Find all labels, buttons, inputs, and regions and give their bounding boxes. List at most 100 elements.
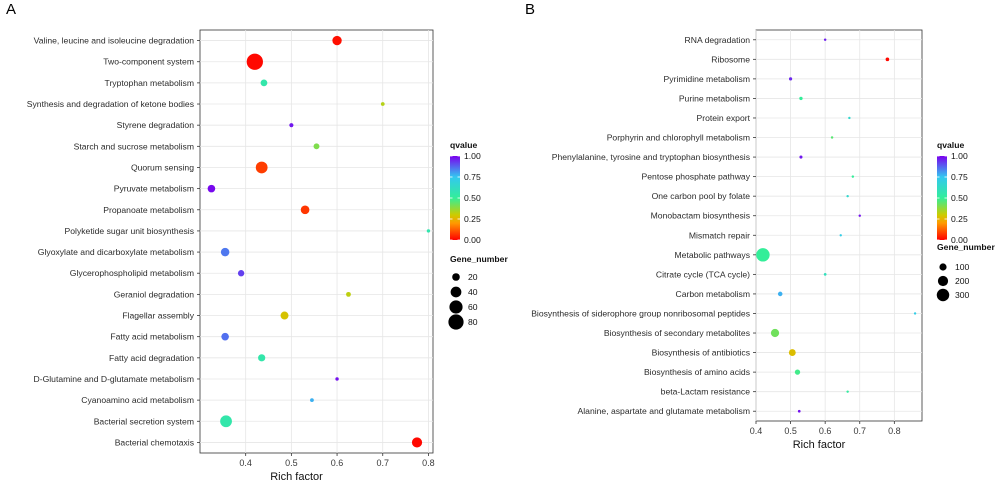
panel-a-colorbar-tick-label: 0.75 bbox=[464, 172, 481, 182]
panel-a-size-legend-dot bbox=[449, 300, 463, 314]
panel-a-category-label: Synthesis and degradation of ketone bodi… bbox=[27, 99, 194, 109]
panel-a-x-tick-label: 0.8 bbox=[422, 458, 435, 468]
panel-a-x-tick-label: 0.5 bbox=[285, 458, 298, 468]
panel-b-data-point bbox=[913, 312, 917, 315]
panel-a-category-label: Glycerophospholipid metabolism bbox=[70, 268, 194, 278]
panel-b-data-point bbox=[846, 194, 849, 198]
panel-a-data-point bbox=[260, 79, 268, 87]
panel-a-category-label: Fatty acid degradation bbox=[109, 353, 194, 363]
panel-b-size-legend-dot bbox=[936, 288, 950, 302]
panel-a-size-legend-dot bbox=[452, 273, 460, 281]
panel-a-data-point bbox=[220, 247, 230, 257]
panel-b-category-label: Pentose phosphate pathway bbox=[642, 172, 751, 182]
panel-b-colorbar-tick-label: 0.00 bbox=[951, 235, 968, 245]
panel-b-data-point bbox=[794, 369, 801, 375]
panel-b-data-point bbox=[788, 349, 796, 356]
panel-a-size-legend-label: 40 bbox=[468, 287, 478, 297]
panel-a-category-label: Bacterial chemotaxis bbox=[115, 437, 194, 447]
panel-b-data-point bbox=[848, 116, 851, 120]
panel-a-size-legend-label: 80 bbox=[468, 317, 478, 327]
panel-b-colorbar-tick-label: 0.50 bbox=[951, 193, 968, 203]
panel-b-size-legend-dot bbox=[937, 275, 949, 287]
panel-a-size-legend-label: 60 bbox=[468, 302, 478, 312]
panel-b-category-label: Biosynthesis of amino acids bbox=[644, 367, 750, 377]
panel-a-x-tick-label: 0.7 bbox=[376, 458, 389, 468]
panel-a-category-label: D-Glutamine and D-glutamate metabolism bbox=[34, 374, 194, 384]
panel-a-category-label: Bacterial secretion system bbox=[94, 416, 194, 426]
panel-b-category-label: Porphyrin and chlorophyll metabolism bbox=[607, 133, 750, 143]
panel-a-data-point bbox=[380, 102, 385, 106]
panel-b-size-legend-label: 300 bbox=[955, 290, 970, 300]
panel-b-x-axis-title: Rich factor bbox=[793, 439, 846, 451]
panel-b-category-label: One carbon pool by folate bbox=[652, 191, 751, 201]
panel-b-data-point bbox=[770, 328, 780, 338]
panel-a-data-point bbox=[335, 377, 339, 381]
panel-a-data-point bbox=[280, 311, 289, 320]
panel-a-colorbar-tick-label: 0.25 bbox=[464, 214, 481, 224]
panel-b-data-point bbox=[788, 77, 793, 81]
panel-b-x-tick-label: 0.8 bbox=[888, 426, 901, 436]
panel-b-plot-area bbox=[755, 29, 923, 422]
panel-b-data-point bbox=[839, 234, 842, 237]
panel-b-category-label: Ribosome bbox=[711, 54, 750, 64]
panel-b-x-tick-label: 0.4 bbox=[750, 426, 763, 436]
panel-b-label: B bbox=[525, 1, 535, 18]
panel-b-category-label: Biosynthesis of antibiotics bbox=[652, 348, 750, 358]
panel-b: B RNA degradation Ribosome Pyrimidine metab… bbox=[525, 1, 995, 451]
panel-a-colorbar-tick-label: 0.50 bbox=[464, 193, 481, 203]
panel-a-data-point bbox=[220, 415, 232, 428]
panel-b-category-label: Citrate cycle (TCA cycle) bbox=[656, 269, 750, 279]
panel-b-data-point bbox=[756, 248, 770, 262]
panel-b-category-label: Protein export bbox=[696, 113, 750, 123]
panel-b-data-point bbox=[823, 273, 827, 276]
panel-a-colorbar-tick-label: 1.00 bbox=[464, 151, 481, 161]
panel-a: A Valine, leucine and isoleucine degradat… bbox=[6, 1, 508, 483]
panel-a-data-point bbox=[313, 143, 320, 150]
panel-a-size-legend-dot bbox=[448, 314, 464, 330]
panel-a-category-label: Glyoxylate and dicarboxylate metabolism bbox=[38, 247, 194, 257]
panel-b-data-point bbox=[885, 57, 890, 62]
panel-b-category-label: Purine metabolism bbox=[679, 93, 750, 103]
panel-b-category-label: Biosynthesis of secondary metabolites bbox=[604, 328, 750, 338]
panel-b-data-point bbox=[830, 136, 834, 139]
panel-a-category-label: Fatty acid metabolism bbox=[110, 332, 194, 342]
panel-a-category-label: Two-component system bbox=[103, 57, 194, 67]
panel-b-category-label: Biosynthesis of siderophore group nonrib… bbox=[531, 308, 750, 318]
panel-a-data-point bbox=[255, 161, 268, 174]
panel-a-category-label: Starch and sucrose metabolism bbox=[74, 141, 194, 151]
panel-b-data-point bbox=[851, 175, 855, 178]
panel-a-category-label: Geraniol degradation bbox=[114, 289, 194, 299]
panel-b-data-point bbox=[799, 155, 803, 159]
panel-b-colorbar-tick-label: 0.25 bbox=[951, 214, 968, 224]
panel-a-colorbar bbox=[450, 156, 460, 240]
panel-b-data-point bbox=[797, 409, 801, 413]
panel-a-category-label: Quorum sensing bbox=[131, 162, 194, 172]
panel-b-data-point bbox=[823, 38, 827, 42]
panel-b-legend-size-title: Gene_number bbox=[937, 242, 995, 252]
panel-b-data-point bbox=[858, 214, 861, 217]
panel-a-data-point bbox=[289, 123, 294, 128]
panel-a-category-label: Cyanoamino acid metabolism bbox=[81, 395, 194, 405]
panel-a-legend-size-title: Gene_number bbox=[450, 254, 508, 264]
panel-a-category-label: Polyketide sugar unit biosynthesis bbox=[65, 226, 194, 236]
panel-a-data-point bbox=[246, 53, 263, 70]
panel-b-category-label: Mismatch repair bbox=[689, 230, 750, 240]
panel-a-x-axis-title: Rich factor bbox=[270, 471, 323, 483]
panel-a-category-label: Propanoate metabolism bbox=[103, 205, 194, 215]
panel-a-data-point bbox=[426, 229, 431, 233]
panel-a-colorbar-tick-label: 0.00 bbox=[464, 235, 481, 245]
panel-a-plot-area bbox=[199, 29, 434, 454]
panel-b-x-tick-label: 0.7 bbox=[853, 426, 866, 436]
panel-a-x-tick-label: 0.4 bbox=[239, 458, 252, 468]
panel-a-x-tick-label: 0.6 bbox=[331, 458, 344, 468]
panel-a-data-point bbox=[258, 354, 266, 362]
panel-b-size-legend-label: 100 bbox=[955, 262, 970, 272]
panel-a-label: A bbox=[6, 1, 16, 18]
panel-b-size-legend-dot bbox=[939, 263, 947, 271]
panel-b-colorbar-tick-label: 0.75 bbox=[951, 172, 968, 182]
panel-b-category-label: beta-Lactam resistance bbox=[661, 387, 751, 397]
panel-a-data-point bbox=[207, 184, 216, 193]
panel-a-data-point bbox=[411, 437, 423, 448]
